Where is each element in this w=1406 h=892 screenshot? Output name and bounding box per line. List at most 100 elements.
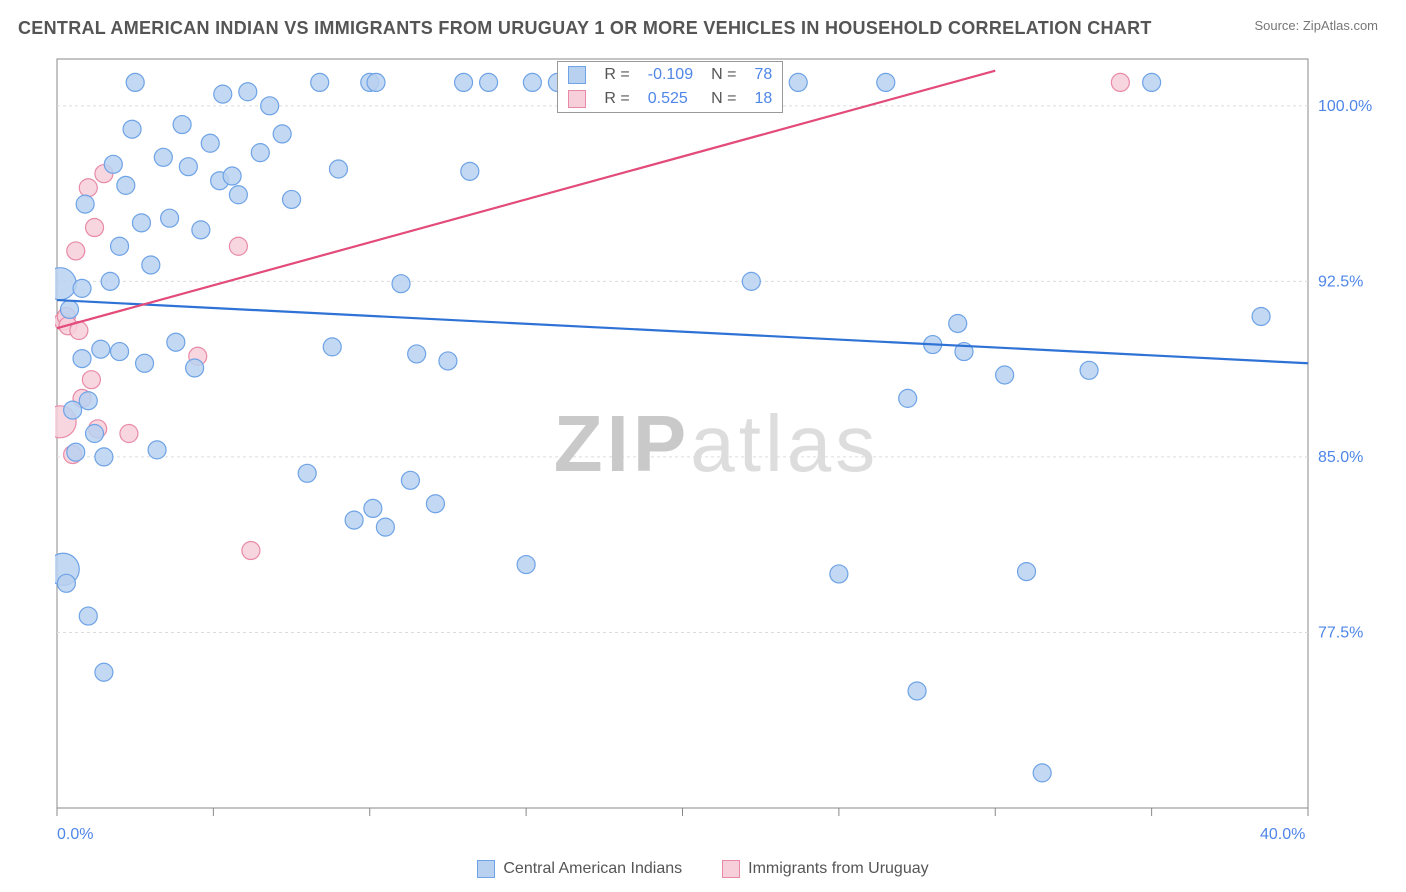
page-title: CENTRAL AMERICAN INDIAN VS IMMIGRANTS FR…: [18, 18, 1152, 39]
legend-r-label: R =: [596, 88, 637, 110]
data-point: [161, 209, 179, 227]
y-tick-label: 92.5%: [1318, 273, 1363, 290]
data-point: [426, 495, 444, 513]
data-point: [523, 73, 541, 91]
data-point: [298, 464, 316, 482]
data-point: [830, 565, 848, 583]
data-point: [480, 73, 498, 91]
legend-stats-row: R =0.525N =18: [560, 88, 780, 110]
data-point: [455, 73, 473, 91]
y-tick-label: 85.0%: [1318, 449, 1363, 466]
y-tick-label: 77.5%: [1318, 624, 1363, 641]
data-point: [996, 366, 1014, 384]
data-point: [329, 160, 347, 178]
legend-r-value: -0.109: [640, 64, 701, 86]
data-point: [949, 314, 967, 332]
data-point: [67, 443, 85, 461]
legend-n-label: N =: [703, 64, 744, 86]
data-point: [101, 272, 119, 290]
data-point: [899, 389, 917, 407]
data-point: [67, 242, 85, 260]
data-point: [1033, 764, 1051, 782]
data-point: [111, 343, 129, 361]
data-point: [86, 425, 104, 443]
data-point: [111, 237, 129, 255]
data-point: [192, 221, 210, 239]
data-point: [167, 333, 185, 351]
data-point: [136, 354, 154, 372]
data-point: [86, 219, 104, 237]
legend-item: Central American Indians: [477, 860, 682, 878]
y-tick-label: 100.0%: [1318, 98, 1372, 115]
data-point: [123, 120, 141, 138]
data-point: [214, 85, 232, 103]
data-point: [908, 682, 926, 700]
data-point: [401, 471, 419, 489]
data-point: [877, 73, 895, 91]
data-point: [408, 345, 426, 363]
data-point: [323, 338, 341, 356]
data-point: [120, 425, 138, 443]
data-point: [517, 556, 535, 574]
data-point: [345, 511, 363, 529]
data-point: [73, 350, 91, 368]
data-point: [73, 279, 91, 297]
legend-swatch: [722, 860, 740, 878]
data-point: [1143, 73, 1161, 91]
data-point: [251, 144, 269, 162]
data-point: [92, 340, 110, 358]
legend-stats-row: R =-0.109N =78: [560, 64, 780, 86]
data-point: [79, 179, 97, 197]
data-point: [76, 195, 94, 213]
data-point: [461, 162, 479, 180]
data-point: [148, 441, 166, 459]
data-point: [64, 401, 82, 419]
data-point: [311, 73, 329, 91]
legend-r-value: 0.525: [640, 88, 701, 110]
legend-n-value: 18: [746, 88, 780, 110]
source-label: Source: ZipAtlas.com: [1254, 18, 1378, 33]
data-point: [789, 73, 807, 91]
data-point: [95, 663, 113, 681]
data-point: [261, 97, 279, 115]
data-point: [142, 256, 160, 274]
data-point: [117, 176, 135, 194]
data-point: [1080, 361, 1098, 379]
data-point: [95, 448, 113, 466]
data-point: [201, 134, 219, 152]
legend-label: Central American Indians: [503, 860, 682, 877]
data-point: [1111, 73, 1129, 91]
data-point: [1252, 307, 1270, 325]
data-point: [229, 237, 247, 255]
data-point: [229, 186, 247, 204]
legend-n-label: N =: [703, 88, 744, 110]
x-axis-min-label: 0.0%: [57, 826, 93, 844]
legend-r-label: R =: [596, 64, 637, 86]
data-point: [439, 352, 457, 370]
data-point: [179, 158, 197, 176]
data-point: [82, 371, 100, 389]
legend-swatch: [477, 860, 495, 878]
data-point: [364, 499, 382, 517]
data-point: [376, 518, 394, 536]
data-point: [154, 148, 172, 166]
chart-container: 77.5%85.0%92.5%100.0% ZIPatlas R =-0.109…: [55, 55, 1378, 832]
data-point: [742, 272, 760, 290]
x-axis-max-label: 40.0%: [1260, 826, 1305, 844]
data-point: [79, 607, 97, 625]
data-point: [239, 83, 257, 101]
data-point: [367, 73, 385, 91]
data-point: [273, 125, 291, 143]
data-point: [186, 359, 204, 377]
data-point: [173, 116, 191, 134]
bottom-legend: Central American Indians Immigrants from …: [0, 860, 1406, 878]
data-point: [1018, 563, 1036, 581]
data-point: [104, 155, 122, 173]
data-point: [57, 574, 75, 592]
scatter-chart: 77.5% 85.0% 92.5% 100.0%: [55, 55, 1378, 832]
legend-n-value: 78: [746, 64, 780, 86]
legend-item: Immigrants from Uruguay: [722, 860, 929, 878]
data-point: [126, 73, 144, 91]
data-point: [392, 275, 410, 293]
data-point: [79, 392, 97, 410]
